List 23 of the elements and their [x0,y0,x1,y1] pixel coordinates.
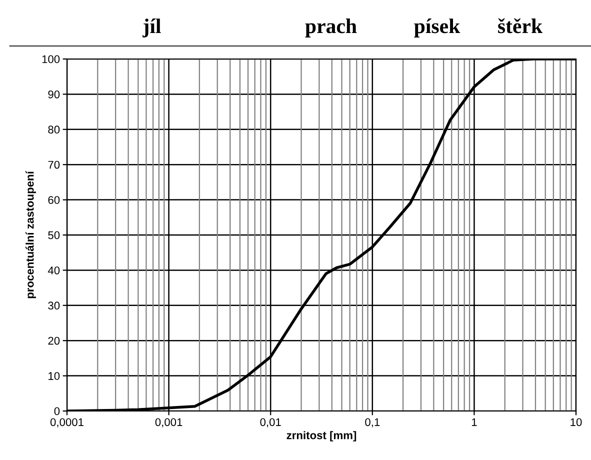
y-tick-label: 30 [48,302,60,310]
text: prach [305,18,357,38]
x-tick-label: 1 [472,418,477,426]
y-tick-label: 50 [48,231,60,240]
x-tick-label: 0,1 [365,418,380,428]
y-tick-label: 10 [48,372,60,380]
y-tick-label: 60 [48,196,60,204]
y-tick-label: 80 [48,126,60,134]
text: štěrk [498,18,543,34]
y-tick-label: 100 [42,55,60,64]
x-axis-title: zrnitost [mm] [286,431,356,442]
y-tick-label: 90 [48,90,60,98]
x-tick-label: 10 [570,418,582,426]
y-tick-label: 40 [48,266,60,274]
x-tick-label: 0,001 [155,418,182,428]
y-tick-label: 0 [54,407,60,416]
y-tick-label: 20 [48,336,60,345]
text: písek [414,18,460,38]
y-axis-title: procentuální zastoupení [26,170,36,298]
text: jíl [142,18,161,38]
y-tick-label: 70 [48,160,60,169]
x-tick-label: 0,01 [260,418,281,428]
x-tick-label: 0,0001 [50,418,84,428]
